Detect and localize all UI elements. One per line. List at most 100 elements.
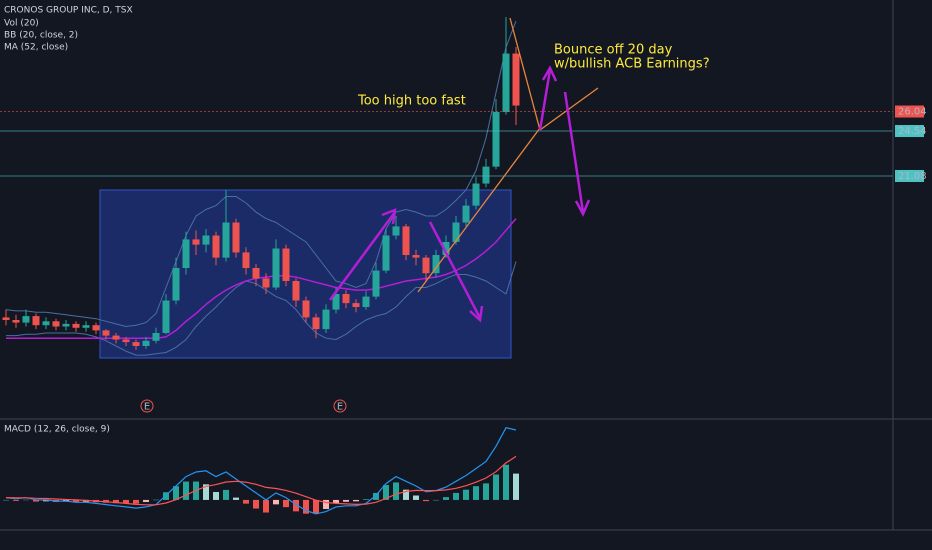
macd-histogram-bar xyxy=(423,499,429,502)
candle-body xyxy=(382,235,390,271)
arrow-head xyxy=(574,199,591,217)
candle-body xyxy=(222,222,230,258)
candle-body xyxy=(432,255,440,274)
candle-body xyxy=(92,325,100,331)
candle-body xyxy=(252,268,260,279)
trend-line xyxy=(539,87,599,131)
macd-histogram-bar xyxy=(133,499,139,504)
macd-histogram-bar xyxy=(183,481,189,500)
candle-body xyxy=(162,300,170,333)
candle-body xyxy=(42,321,50,326)
candle-body xyxy=(502,53,510,113)
macd-histogram-bar xyxy=(323,499,329,510)
macd-histogram-bar xyxy=(333,499,339,504)
candle-body xyxy=(332,294,340,310)
candle-body xyxy=(122,339,130,343)
candle-body xyxy=(112,335,120,340)
candle-body xyxy=(192,239,200,245)
trend-line xyxy=(509,17,541,131)
bb-lower xyxy=(6,261,517,356)
price-label-box xyxy=(895,125,924,138)
arrow-head xyxy=(469,305,484,323)
candle-body xyxy=(302,300,310,318)
macd-histogram-bar xyxy=(173,486,179,500)
macd-histogram-bar xyxy=(403,489,409,500)
macd-histogram-bar xyxy=(243,499,249,504)
candle-body xyxy=(352,303,360,308)
macd-histogram-bar xyxy=(413,495,419,500)
price-label-box xyxy=(895,169,924,182)
earnings-marker xyxy=(333,399,347,413)
macd-histogram-bar xyxy=(353,499,359,502)
arrow-head xyxy=(381,208,397,225)
candle-body xyxy=(472,183,480,206)
macd-histogram-bar xyxy=(453,492,459,500)
candle-body xyxy=(142,340,150,346)
candle-body xyxy=(372,270,380,297)
macd-histogram-bar xyxy=(253,499,259,509)
candle-body xyxy=(482,166,490,184)
macd-histogram-bar xyxy=(313,499,319,514)
macd-histogram-bar xyxy=(483,483,489,500)
candle-body xyxy=(242,252,250,269)
legend-entry: Vol (20) xyxy=(4,19,39,29)
candle-body xyxy=(282,248,290,282)
candle-body xyxy=(52,321,60,327)
candle-body xyxy=(422,257,430,274)
candle-body xyxy=(462,205,470,223)
price-label-box xyxy=(895,105,924,118)
candle-body xyxy=(152,332,160,341)
macd-histogram-bar xyxy=(153,499,159,501)
candle-body xyxy=(32,316,40,326)
macd-histogram-bar xyxy=(203,484,209,500)
candle-body xyxy=(82,325,90,328)
candle-body xyxy=(22,316,30,323)
macd-histogram-bar xyxy=(363,499,369,500)
macd-histogram-bar xyxy=(513,473,519,500)
candle-body xyxy=(62,323,70,327)
candle-body xyxy=(272,248,280,288)
macd-histogram-bar xyxy=(213,492,219,500)
macd-histogram-bar xyxy=(383,485,389,500)
arrow xyxy=(328,211,397,301)
candle-body xyxy=(132,342,140,346)
macd-histogram-bar xyxy=(143,499,149,503)
macd-histogram-bar xyxy=(23,499,29,501)
candle-body xyxy=(492,112,500,167)
price-label: 26.04 xyxy=(898,107,927,118)
candle-body xyxy=(392,226,400,236)
macd-histogram-bar xyxy=(273,499,279,505)
legend-entry: MA (52, close) xyxy=(4,43,68,53)
candle-body xyxy=(442,242,450,256)
candle-body xyxy=(402,226,410,256)
arrow xyxy=(563,91,585,213)
macd-histogram-bar xyxy=(73,499,79,503)
legend-title: CRONOS GROUP INC, D, TSX xyxy=(4,6,133,16)
candle-body xyxy=(412,255,420,258)
arrow-head xyxy=(541,65,558,82)
macd-histogram-bar xyxy=(473,486,479,500)
macd-histogram-bar xyxy=(123,499,129,504)
macd-histogram-bar xyxy=(343,499,349,502)
candle-body xyxy=(172,268,180,301)
candle-body xyxy=(322,309,330,330)
macd-histogram-bar xyxy=(233,497,239,500)
bb-upper xyxy=(5,20,517,328)
candle-body xyxy=(202,235,210,245)
axes: 26.04 24.54 21.08 xyxy=(895,105,927,182)
annotation: Too high too fast xyxy=(357,94,466,109)
candle-body xyxy=(342,294,350,304)
candle-body xyxy=(312,317,320,330)
legend-entry: BB (20, close, 2) xyxy=(4,31,78,41)
macd-histogram-bar xyxy=(433,499,439,501)
earnings-label: E xyxy=(144,402,150,413)
candle-body xyxy=(72,323,80,328)
price-label: 24.54 xyxy=(898,126,927,137)
macd-histogram-bar xyxy=(393,482,399,500)
candle-body xyxy=(452,222,460,243)
candle-body xyxy=(292,281,300,301)
macd-histogram-bar xyxy=(293,499,299,512)
candle-body xyxy=(512,53,520,106)
